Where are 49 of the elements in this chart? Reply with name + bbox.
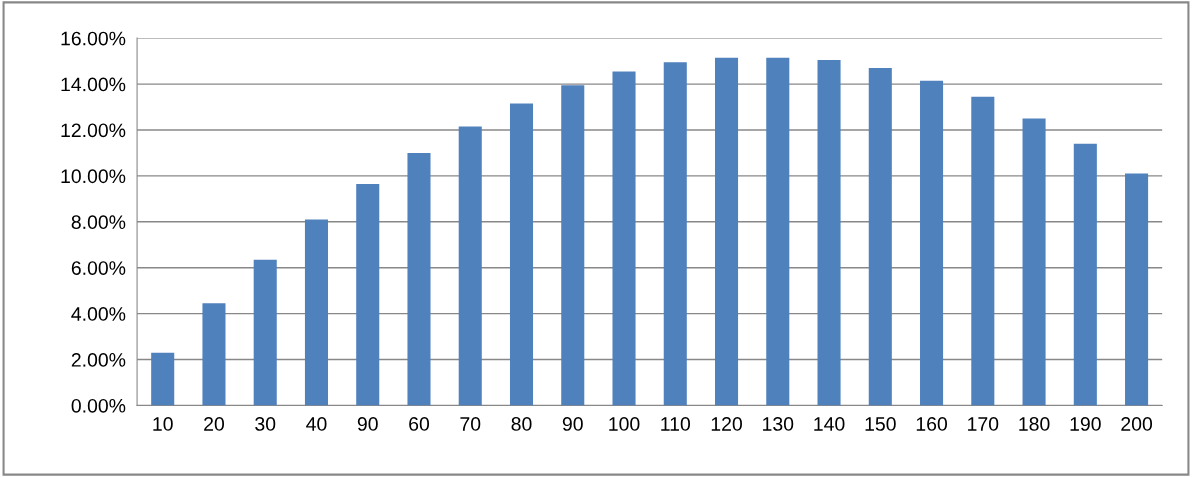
y-tick-label: 16.00% [61, 31, 126, 46]
y-tick-label: 10.00% [61, 169, 126, 184]
x-tick-label: 90 [562, 417, 583, 431]
x-tick-label: 180 [1019, 417, 1050, 431]
x-tick-label: 160 [916, 417, 948, 431]
y-tick-label: 2.00% [71, 353, 126, 367]
x-tick-label: 60 [409, 417, 430, 431]
bar [458, 126, 482, 406]
bar [356, 183, 380, 406]
bar [868, 68, 892, 406]
bar [509, 103, 534, 406]
bar [766, 57, 790, 406]
x-tick-label: 90 [357, 417, 378, 431]
bar [561, 85, 585, 406]
bar [714, 57, 739, 406]
bar [971, 96, 995, 406]
bar [151, 352, 175, 406]
x-tick-label: 100 [609, 417, 640, 431]
y-tick-label: 6.00% [71, 261, 126, 275]
x-tick-label: 80 [511, 417, 532, 431]
bar [202, 303, 226, 406]
bar [253, 259, 277, 406]
y-tick-label: 14.00% [61, 77, 126, 92]
x-tick-label: 170 [968, 417, 999, 431]
bar [663, 62, 687, 406]
x-tick-label: 70 [460, 417, 481, 431]
bar [817, 59, 841, 406]
bar [304, 219, 329, 406]
x-tick-label: 30 [255, 417, 276, 431]
bar [920, 80, 944, 406]
y-tick-label: 0.00% [71, 398, 126, 413]
x-tick-label: 200 [1121, 417, 1153, 431]
bar [407, 152, 431, 406]
y-tick-label: 12.00% [61, 123, 126, 138]
x-tick-label: 190 [1070, 417, 1101, 431]
x-tick-label: 40 [306, 417, 327, 431]
x-tick-label: 120 [711, 417, 742, 431]
x-tick-label: 20 [204, 417, 225, 431]
x-tick-label: 10 [153, 417, 173, 431]
bar [1125, 173, 1149, 406]
x-tick-label: 150 [865, 417, 896, 431]
y-tick-label: 4.00% [71, 307, 126, 321]
y-tick-label: 8.00% [71, 215, 126, 230]
bar [1073, 143, 1097, 406]
x-tick-label: 130 [763, 417, 794, 431]
x-tick-label: 110 [661, 417, 691, 431]
bar [612, 71, 636, 406]
x-tick-label: 140 [814, 417, 845, 431]
bar [1022, 118, 1046, 406]
